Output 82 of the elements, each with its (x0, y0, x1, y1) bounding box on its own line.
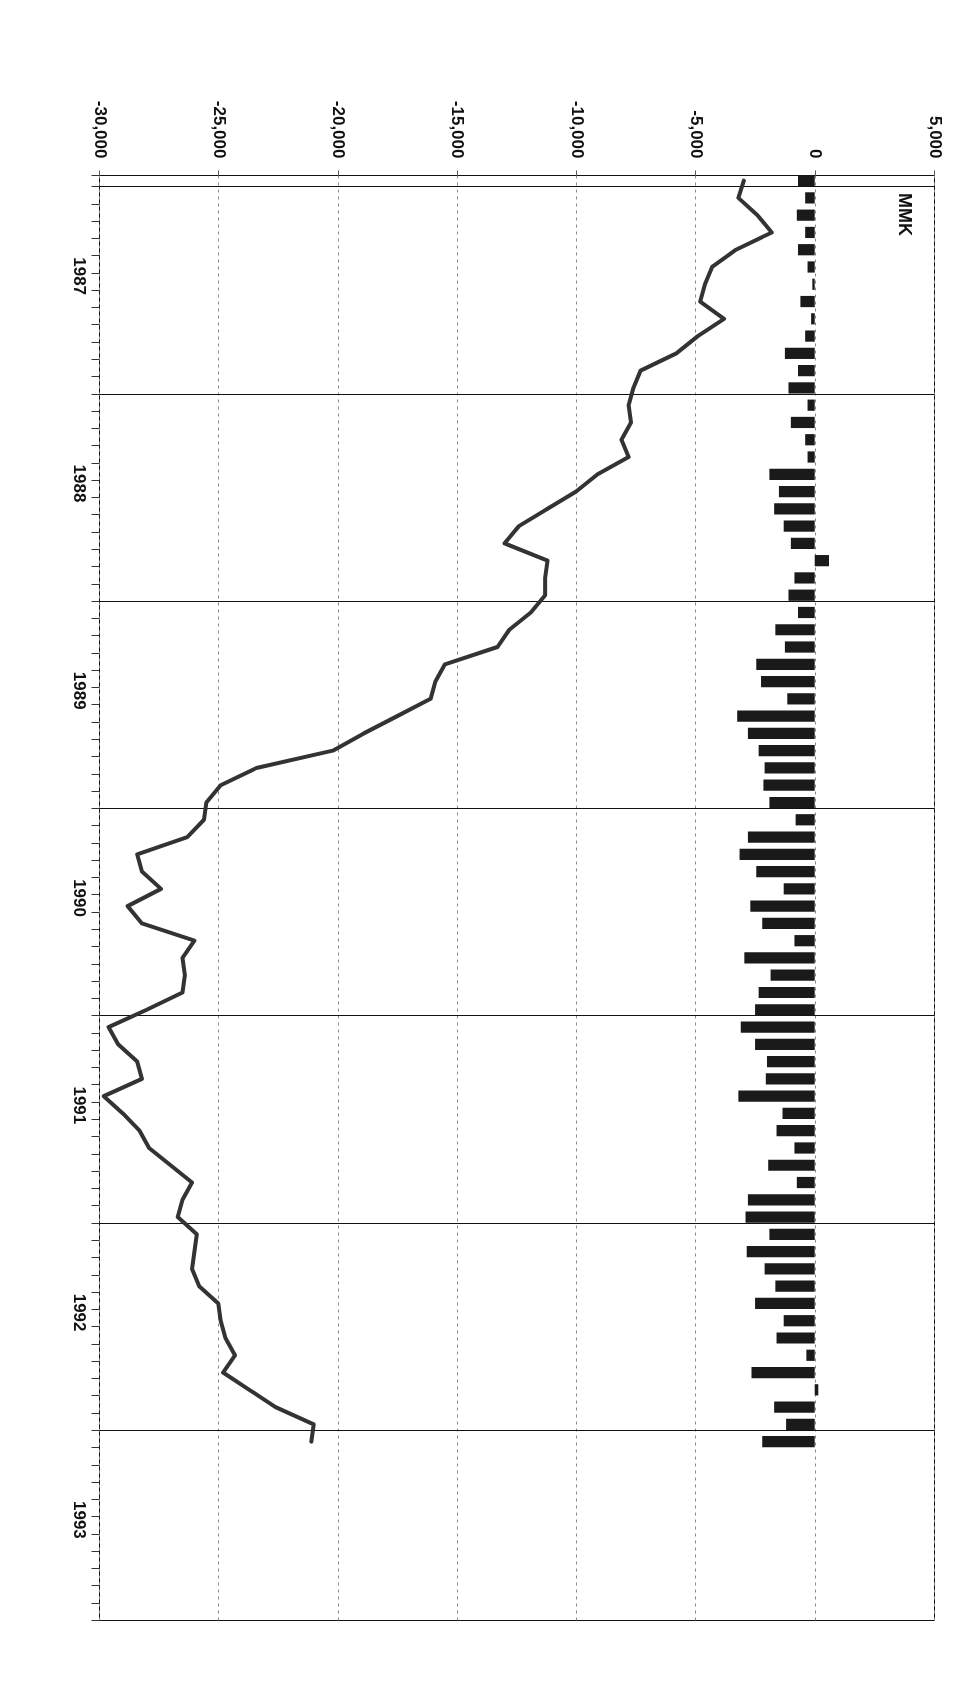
bar (798, 244, 815, 256)
bar (776, 1125, 815, 1137)
bar (767, 1055, 815, 1068)
bar (756, 658, 815, 670)
bar (800, 295, 815, 308)
x-tick-label: -5,000 (686, 110, 706, 159)
bar (764, 762, 815, 774)
bar (775, 1280, 815, 1292)
x-tick-label: -20,000 (329, 100, 349, 159)
bar (812, 278, 815, 290)
bar (806, 1349, 815, 1361)
bar (775, 624, 815, 636)
annotation: MMK (895, 193, 915, 236)
bar (783, 883, 815, 895)
y-tick-label: 1990 (69, 879, 89, 917)
bar (774, 503, 815, 515)
x-tick-label: -15,000 (448, 100, 468, 159)
bar (787, 693, 815, 705)
bar (747, 831, 815, 843)
bar (805, 434, 815, 446)
bar (807, 451, 815, 463)
bar (750, 900, 815, 912)
bar (798, 606, 815, 619)
bar (796, 1176, 815, 1189)
bar (758, 745, 815, 757)
bar (790, 416, 815, 429)
bar (782, 1107, 815, 1120)
y-tick-label: 1989 (69, 671, 89, 710)
bar (795, 814, 815, 826)
bar (756, 865, 815, 878)
x-tick-label: -10,000 (567, 100, 587, 159)
bar (761, 675, 815, 688)
bar (769, 468, 815, 480)
bar (747, 727, 815, 740)
x-tick-label: -30,000 (90, 100, 110, 159)
bar (798, 365, 815, 377)
bar (738, 1090, 815, 1102)
bar (758, 986, 815, 999)
bar (776, 1332, 815, 1344)
bar (765, 1073, 815, 1085)
x-tick-label: 5,000 (925, 115, 945, 159)
y-tick-label: 1993 (69, 1501, 89, 1539)
bar (747, 1194, 815, 1206)
x-tick-label: -25,000 (209, 100, 229, 159)
bar (770, 969, 815, 981)
bar (811, 313, 815, 325)
bar (796, 209, 815, 221)
bar (769, 1228, 815, 1240)
y-tick-label: 1987 (69, 257, 89, 296)
bar (805, 226, 815, 239)
bar (784, 641, 815, 653)
bar (755, 1297, 815, 1310)
bar (794, 1142, 815, 1154)
bar (768, 1159, 815, 1171)
bar (740, 1021, 815, 1033)
bar (755, 1038, 815, 1050)
bar (783, 520, 815, 532)
bar (805, 192, 815, 204)
bar (744, 952, 815, 964)
bar (739, 848, 815, 860)
bar (764, 1263, 815, 1275)
bar (814, 555, 830, 567)
bar (794, 572, 815, 584)
bar (783, 1315, 815, 1327)
bar (807, 399, 815, 411)
bar (763, 779, 815, 791)
bar (762, 917, 815, 930)
bar (737, 710, 815, 722)
bar (746, 1246, 815, 1258)
bar (751, 1366, 815, 1379)
bar (784, 347, 815, 359)
y-tick-label: 1992 (69, 1293, 89, 1332)
bar (778, 485, 815, 498)
y-tick-label: 1988 (69, 464, 89, 503)
bar (807, 261, 815, 273)
bar (762, 1436, 815, 1448)
bar (790, 537, 815, 549)
bar (805, 330, 815, 342)
x-tick-label: 0 (806, 149, 826, 159)
bar (774, 1401, 815, 1413)
bar (794, 935, 815, 947)
y-tick-label: 1991 (69, 1086, 89, 1125)
